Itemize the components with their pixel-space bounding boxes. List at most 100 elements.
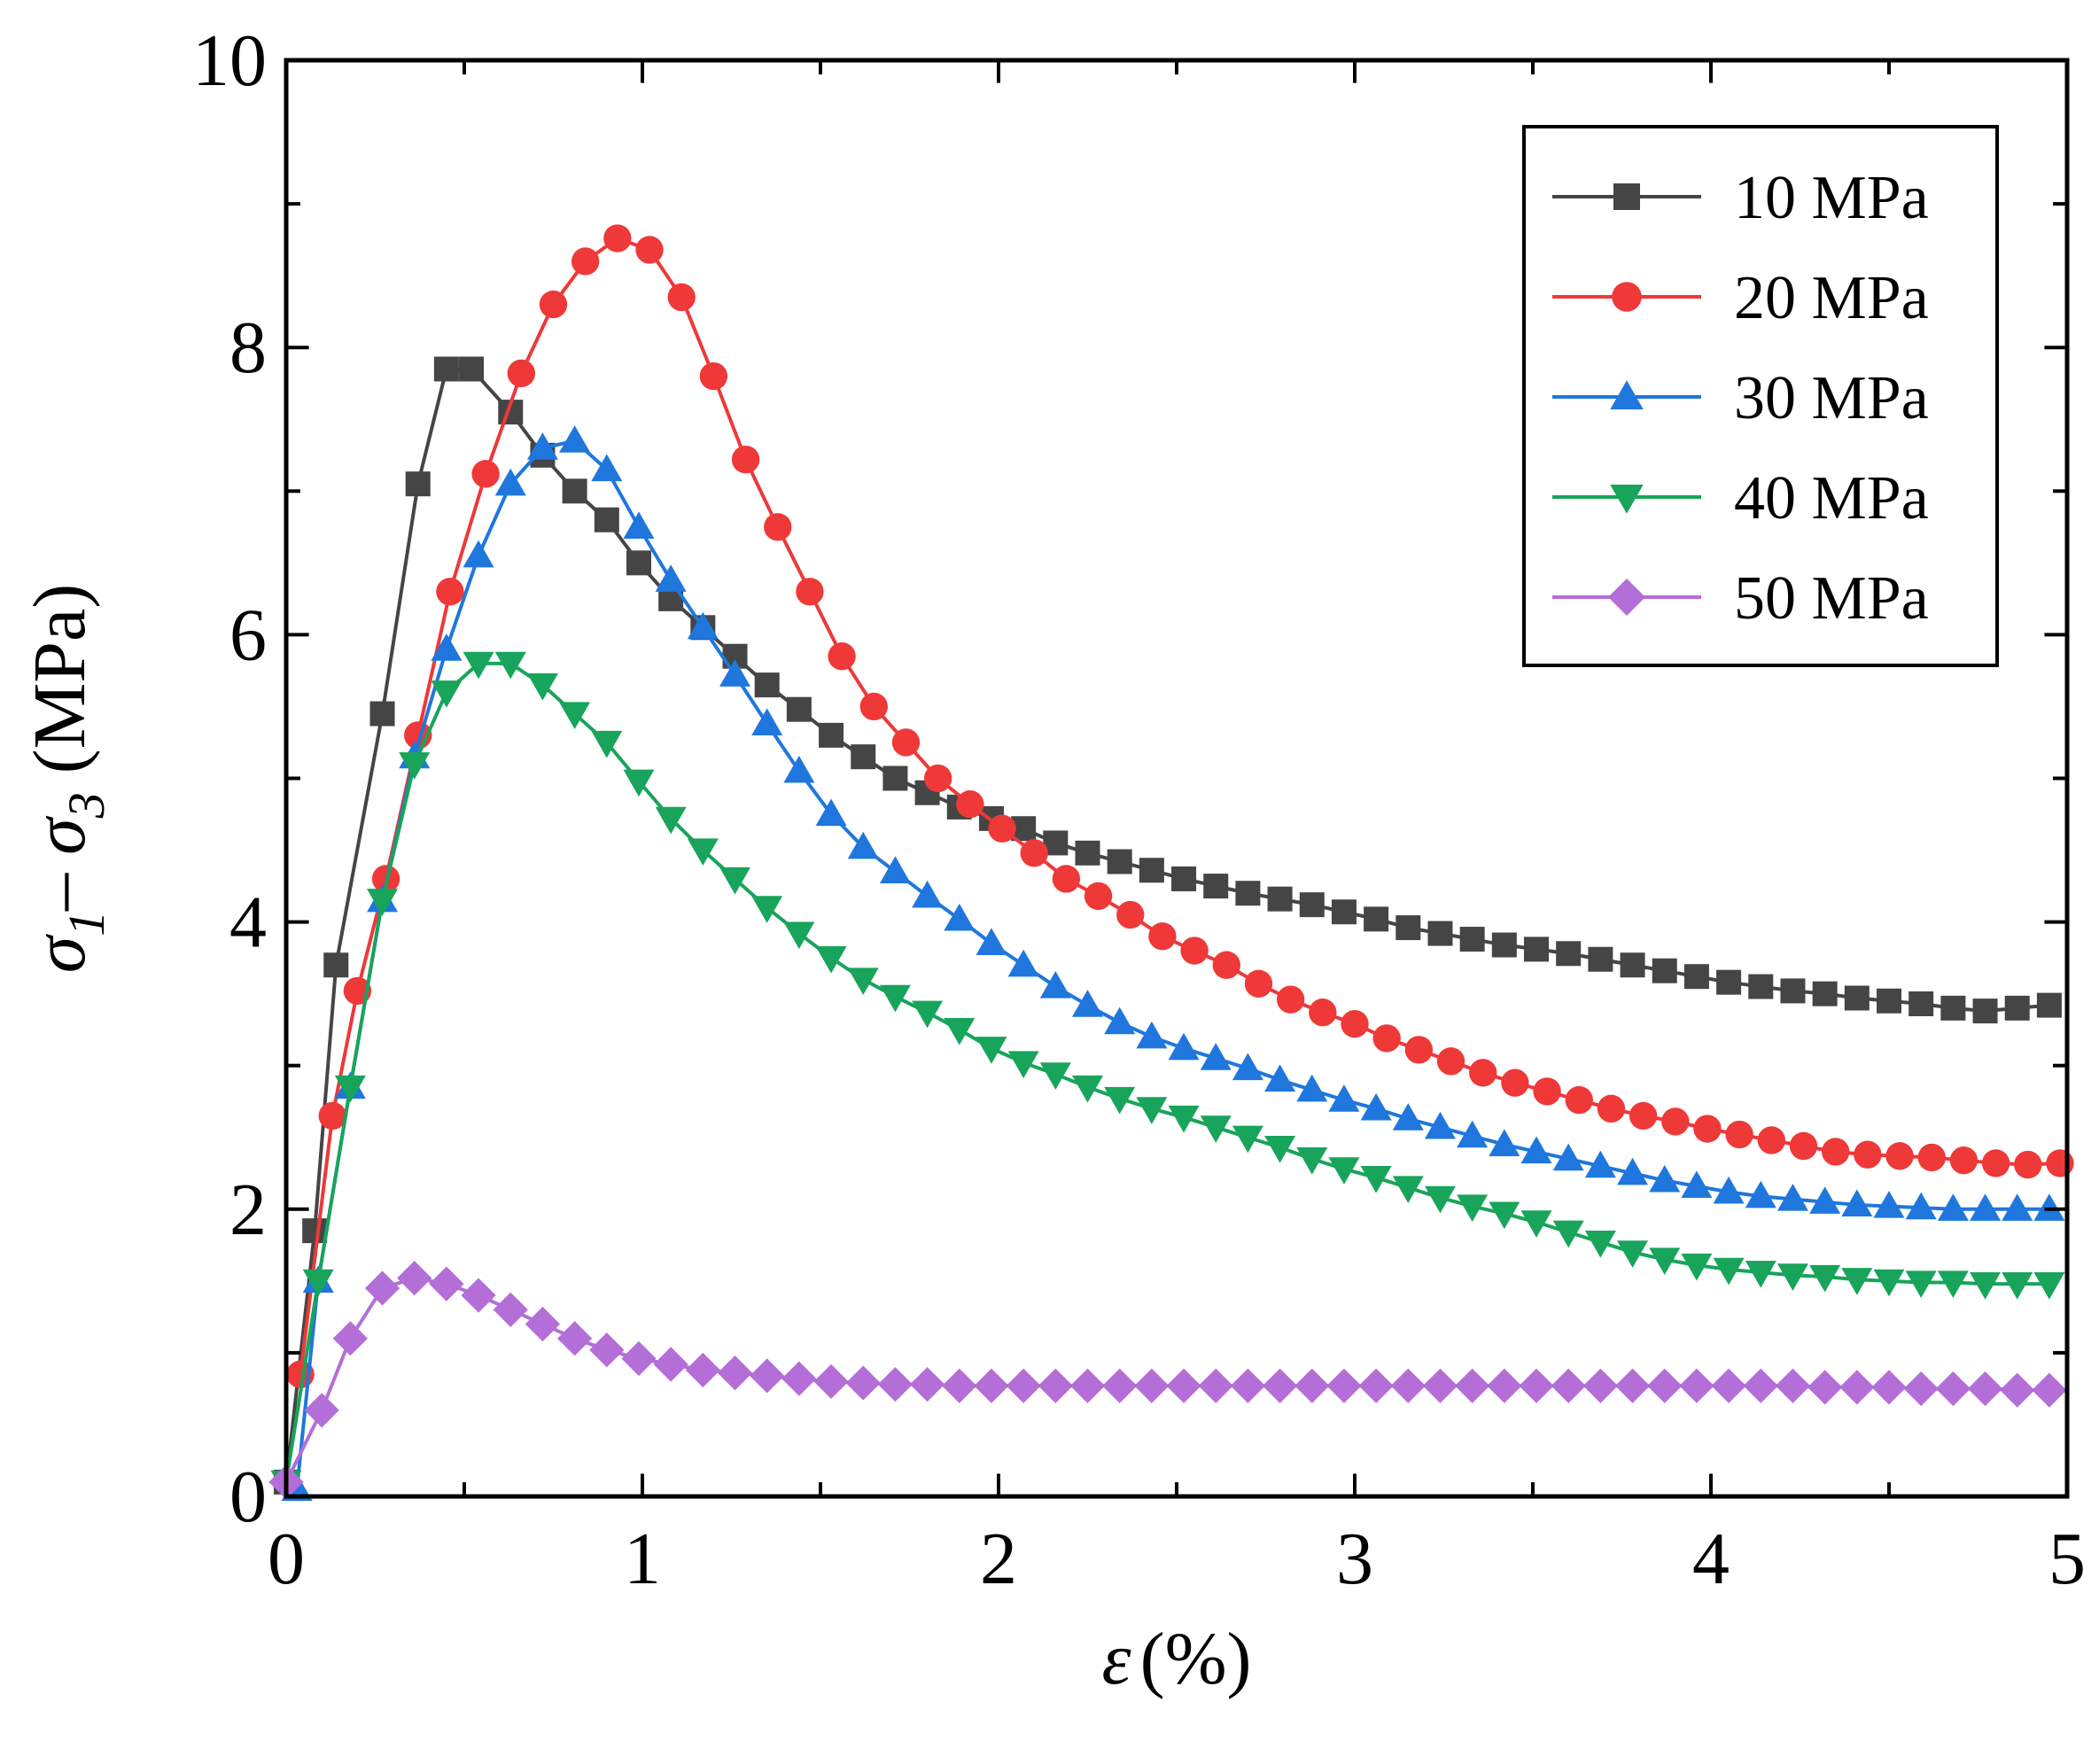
data-point xyxy=(594,507,619,532)
data-point xyxy=(851,744,876,770)
y-axis-dash: – xyxy=(19,855,101,912)
legend-marker xyxy=(1608,579,1645,616)
legend-marker xyxy=(1610,380,1644,410)
data-point xyxy=(1937,1193,1969,1221)
data-point xyxy=(507,359,535,388)
data-point xyxy=(1713,1257,1745,1286)
data-point xyxy=(1681,1170,1713,1198)
data-point xyxy=(1038,1368,1073,1403)
data-point xyxy=(1745,1180,1776,1208)
data-point xyxy=(526,673,558,701)
legend-marker xyxy=(1610,484,1644,514)
data-point xyxy=(1775,1368,1811,1403)
data-point xyxy=(1390,1368,1426,1403)
data-point xyxy=(2002,1193,2033,1221)
data-point xyxy=(1905,1192,1937,1220)
data-point xyxy=(879,856,911,883)
legend-label: 20 MPa xyxy=(1734,264,1929,332)
data-point xyxy=(1757,1126,1786,1154)
data-point xyxy=(847,831,879,859)
data-point xyxy=(1809,1186,1841,1214)
data-point xyxy=(471,460,500,488)
data-point xyxy=(1230,1368,1265,1403)
data-point xyxy=(1328,1157,1360,1185)
data-point xyxy=(828,642,856,671)
data-point xyxy=(1780,978,1806,1004)
data-point xyxy=(1052,865,1081,893)
data-point xyxy=(1200,1043,1232,1070)
data-point xyxy=(1909,991,1934,1016)
data-point xyxy=(1935,1371,1971,1407)
data-point xyxy=(1551,1368,1586,1403)
data-point xyxy=(717,1355,753,1391)
data-point xyxy=(1459,927,1485,952)
data-point xyxy=(635,236,664,264)
data-point xyxy=(591,730,623,758)
data-point xyxy=(1104,1086,1136,1115)
data-point xyxy=(1725,1120,1753,1149)
legend-item: 20 MPa xyxy=(1552,264,1929,332)
data-point xyxy=(1309,999,1337,1027)
data-point xyxy=(1789,1131,1818,1161)
data-point xyxy=(1917,1143,1946,1172)
data-point xyxy=(1422,1368,1458,1403)
data-point xyxy=(1203,874,1229,899)
y-tick-label: 4 xyxy=(229,882,267,964)
data-point xyxy=(364,1271,400,1306)
data-point xyxy=(1328,1084,1360,1112)
data-point xyxy=(796,578,824,606)
data-point xyxy=(1427,921,1453,946)
data-point xyxy=(1072,990,1103,1017)
data-point xyxy=(526,432,558,460)
data-point xyxy=(655,806,687,835)
data-point xyxy=(1844,985,1870,1011)
data-point xyxy=(1116,900,1145,929)
data-point xyxy=(1200,1115,1232,1143)
y-tick-label: 6 xyxy=(229,594,267,676)
data-point xyxy=(1871,1370,1907,1405)
data-point xyxy=(1166,1368,1201,1403)
data-point xyxy=(1262,1368,1298,1403)
data-point xyxy=(1264,1135,1296,1163)
data-point xyxy=(719,659,751,687)
series-50-mpa xyxy=(268,1261,2067,1500)
data-point xyxy=(1905,1271,1937,1298)
data-point xyxy=(847,967,879,995)
data-point xyxy=(1148,922,1177,951)
data-point xyxy=(912,1000,944,1029)
data-point xyxy=(1039,971,1071,999)
data-point xyxy=(1404,1036,1434,1064)
data-point xyxy=(783,921,815,950)
data-point xyxy=(1854,1140,1882,1169)
data-point xyxy=(1520,1136,1552,1164)
data-point xyxy=(786,696,812,722)
data-point xyxy=(1647,1368,1683,1403)
data-point xyxy=(1276,985,1305,1014)
data-point xyxy=(655,564,687,592)
data-point xyxy=(1661,1107,1690,1136)
data-point xyxy=(603,224,632,253)
legend-marker xyxy=(1613,183,1640,210)
data-point xyxy=(626,550,651,576)
data-point xyxy=(944,1018,976,1045)
data-point xyxy=(819,722,844,748)
data-point xyxy=(1822,1138,1850,1166)
y-tick-label: 10 xyxy=(192,19,267,102)
data-point xyxy=(431,680,463,708)
data-point xyxy=(463,540,494,568)
data-point xyxy=(1582,1368,1618,1403)
data-point xyxy=(463,651,494,680)
data-point xyxy=(750,1358,785,1394)
data-point xyxy=(1102,1368,1138,1403)
data-point xyxy=(1136,1097,1168,1124)
data-point xyxy=(1748,974,1774,999)
data-point xyxy=(1970,1193,2002,1221)
data-point xyxy=(891,728,921,757)
data-point xyxy=(1520,1210,1552,1238)
data-point xyxy=(1556,941,1582,967)
data-point xyxy=(1198,1368,1233,1403)
data-point xyxy=(2032,1372,2067,1408)
data-point xyxy=(1524,936,1550,962)
data-point xyxy=(1424,1185,1456,1214)
series-30-mpa xyxy=(281,425,2065,1502)
